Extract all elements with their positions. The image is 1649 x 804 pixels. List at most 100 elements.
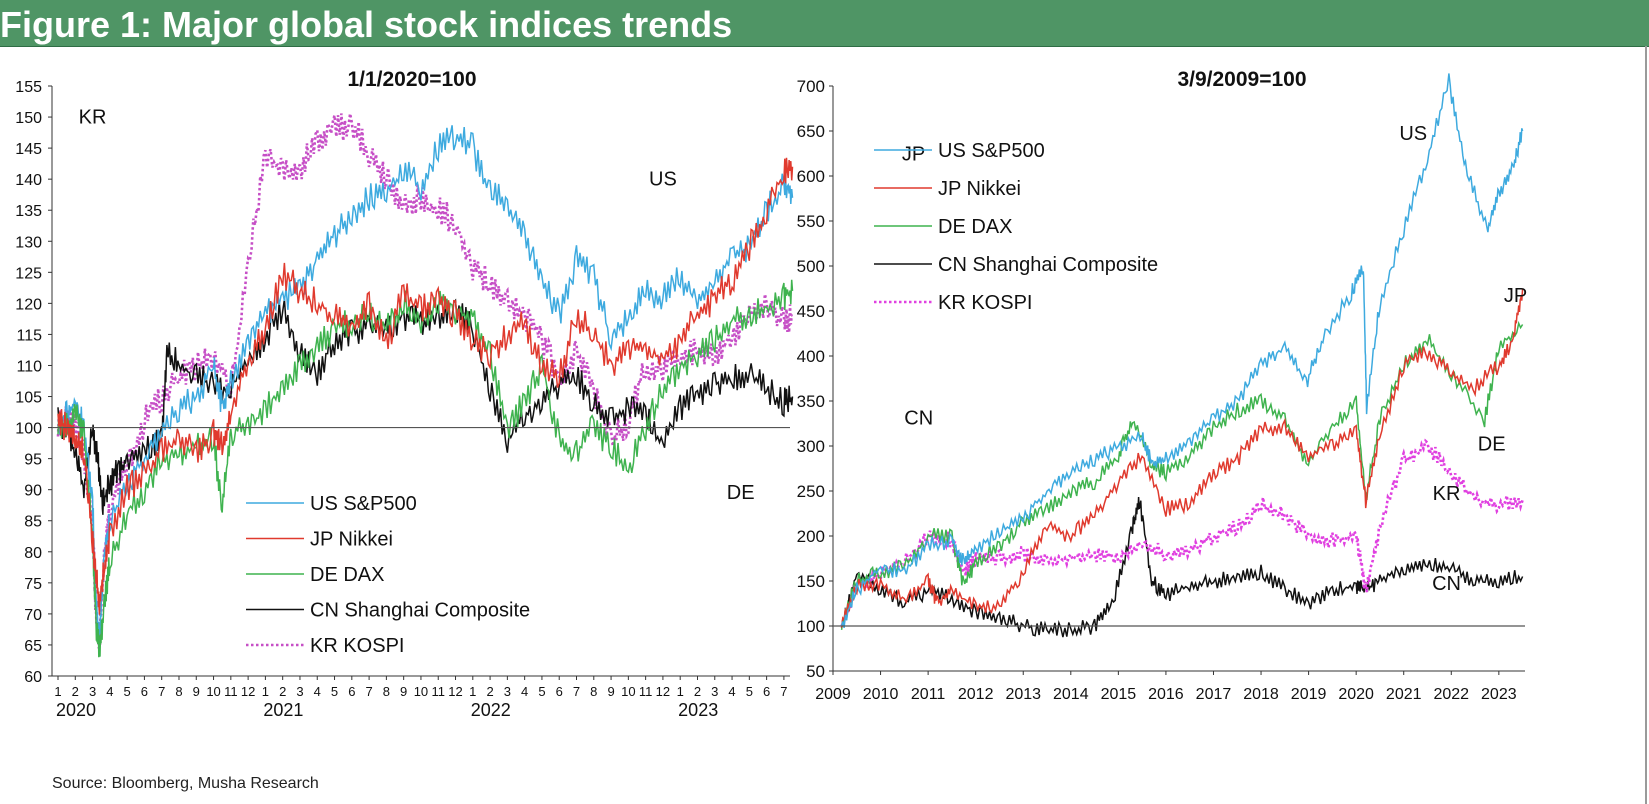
left-x-tick-label: 5 [746, 684, 753, 699]
left-y-tick-label: 145 [15, 141, 42, 158]
left-x-tick-label: 8 [175, 684, 182, 699]
left-x-tick-label: 8 [590, 684, 597, 699]
right-x-tick-label: 2018 [1243, 686, 1279, 703]
left-y-tick-label: 60 [24, 669, 42, 686]
left-legend-label: CN Shanghai Composite [310, 600, 530, 622]
right-y-tick-label: 100 [797, 617, 825, 636]
left-x-tick-label: 3 [711, 684, 718, 699]
right-y-tick-label: 650 [797, 122, 825, 141]
right-y-tick-label: 700 [797, 77, 825, 96]
left-x-tick-label: 3 [89, 684, 96, 699]
left-x-tick-label: 12 [448, 684, 462, 699]
right-x-tick-label: 2022 [1433, 686, 1469, 703]
left-y-tick-label: 140 [15, 172, 42, 189]
left-y-tick-label: 110 [16, 358, 42, 375]
left-y-tick-label: 85 [24, 514, 42, 531]
left-x-tick-label: 12 [241, 684, 255, 699]
left-x-tick-label: 4 [728, 684, 735, 699]
left-y-tick-label: 95 [24, 452, 42, 469]
right-chart: 3/9/2009=100 50 100 150 200 250 300 350 400 450 5… [797, 68, 1528, 703]
left-x-tick-label: 1 [262, 684, 269, 699]
right-y-tick-label: 250 [797, 482, 825, 501]
left-x-tick-label: 7 [365, 684, 372, 699]
left-x-tick-label: 11 [431, 684, 445, 699]
right-legend-label: US S&P500 [938, 140, 1045, 162]
left-x-tick-label: 10 [414, 684, 428, 699]
left-legend: US S&P500 JP Nikkei DE DAX CN Shanghai Comp… [246, 493, 530, 657]
left-x-tick-label: 4 [106, 684, 113, 699]
left-y-tick-label: 130 [15, 234, 42, 251]
left-x-tick-label: 9 [400, 684, 407, 699]
right-annotation: US [1399, 123, 1427, 145]
right-y-tick-label: 500 [797, 257, 825, 276]
left-x-tick-label: 5 [538, 684, 545, 699]
left-annotation: US [649, 168, 677, 190]
right-annotation: CN [1432, 573, 1461, 595]
right-x-tick-label: 2017 [1196, 686, 1232, 703]
right-x-tick-label: 2020 [1338, 686, 1374, 703]
left-x-tick-label: 2 [279, 684, 286, 699]
right-series-line-us-s-p500 [840, 73, 1524, 629]
left-x-tick-label: 6 [141, 684, 148, 699]
left-x-tick-label: 1 [469, 684, 476, 699]
left-x-tick-label: 6 [763, 684, 770, 699]
left-x-tick-label: 2 [486, 684, 493, 699]
left-x-tick-label: 10 [206, 684, 220, 699]
right-legend: US S&P500 JP Nikkei DE DAX CN Shanghai Comp… [874, 140, 1158, 314]
left-series-line-us-s-p500 [57, 125, 794, 646]
left-y-tick-label: 105 [15, 390, 42, 407]
right-series-line-cn-shanghai-composite [840, 496, 1524, 638]
left-x-tick-label: 1 [677, 684, 684, 699]
left-x-tick-label: 2 [694, 684, 701, 699]
left-x-tick-label: 9 [193, 684, 200, 699]
right-y-tick-label: 50 [806, 662, 825, 681]
right-series-line-kr-kospi [840, 438, 1524, 627]
right-y-tick-label: 200 [797, 527, 825, 546]
right-y-tick-label: 600 [797, 167, 825, 186]
left-x-tick-label: 11 [224, 684, 238, 699]
left-y-tick-label: 70 [24, 607, 42, 624]
left-y-tick-label: 120 [15, 296, 42, 313]
left-x-tick-label: 7 [573, 684, 580, 699]
left-x-year-label: 2021 [263, 700, 303, 720]
right-y-tick-label: 450 [797, 302, 825, 321]
left-y-tick-label: 125 [15, 265, 42, 282]
right-chart-title: 3/9/2009=100 [1177, 68, 1306, 91]
left-x-tick-label: 1 [54, 684, 61, 699]
left-y-tick-label: 115 [16, 327, 42, 344]
left-x-year-label: 2023 [678, 700, 718, 720]
left-x-year-label: 2020 [56, 700, 96, 720]
left-chart-title: 1/1/2020=100 [347, 68, 476, 91]
right-legend-label: KR KOSPI [938, 292, 1032, 314]
left-x-tick-label: 10 [621, 684, 635, 699]
right-x-tick-label: 2015 [1101, 686, 1137, 703]
left-series-line-jp-nikkei [57, 157, 794, 615]
left-x-tick-label: 8 [383, 684, 390, 699]
left-chart: 1/1/2020=100 606570758085909510010511011… [15, 68, 933, 720]
left-y-tick-label: 150 [15, 110, 42, 127]
charts-area: 1/1/2020=100 606570758085909510010511011… [15, 68, 1528, 720]
right-annotation: KR [1433, 483, 1461, 505]
left-x-tick-label: 2 [72, 684, 79, 699]
left-y-tick-label: 80 [24, 545, 42, 562]
left-legend-label: US S&P500 [310, 493, 417, 515]
right-annotation: JP [1504, 285, 1527, 307]
left-series-line-kr-kospi [56, 113, 793, 649]
right-series-line-de-dax [840, 320, 1524, 630]
left-x-tick-label: 7 [158, 684, 165, 699]
left-x-tick-label: 4 [314, 684, 321, 699]
right-y-tick-label: 300 [797, 437, 825, 456]
right-x-tick-label: 2019 [1291, 686, 1327, 703]
left-x-tick-label: 5 [124, 684, 131, 699]
right-legend-label: JP Nikkei [938, 178, 1021, 200]
left-series-line-cn-shanghai-composite [57, 298, 794, 515]
source-note: Source: Bloomberg, Musha Research [52, 775, 319, 792]
left-annotation: CN [904, 407, 933, 429]
right-x-tick-label: 2009 [815, 686, 851, 703]
left-x-tick-label: 3 [504, 684, 511, 699]
right-x-tick-label: 2023 [1481, 686, 1517, 703]
figure-title: Figure 1: Major global stock indices tre… [0, 4, 733, 45]
left-annotation: JP [902, 144, 925, 166]
left-y-tick-label: 65 [24, 638, 42, 655]
left-y-tick-label: 90 [24, 483, 42, 500]
